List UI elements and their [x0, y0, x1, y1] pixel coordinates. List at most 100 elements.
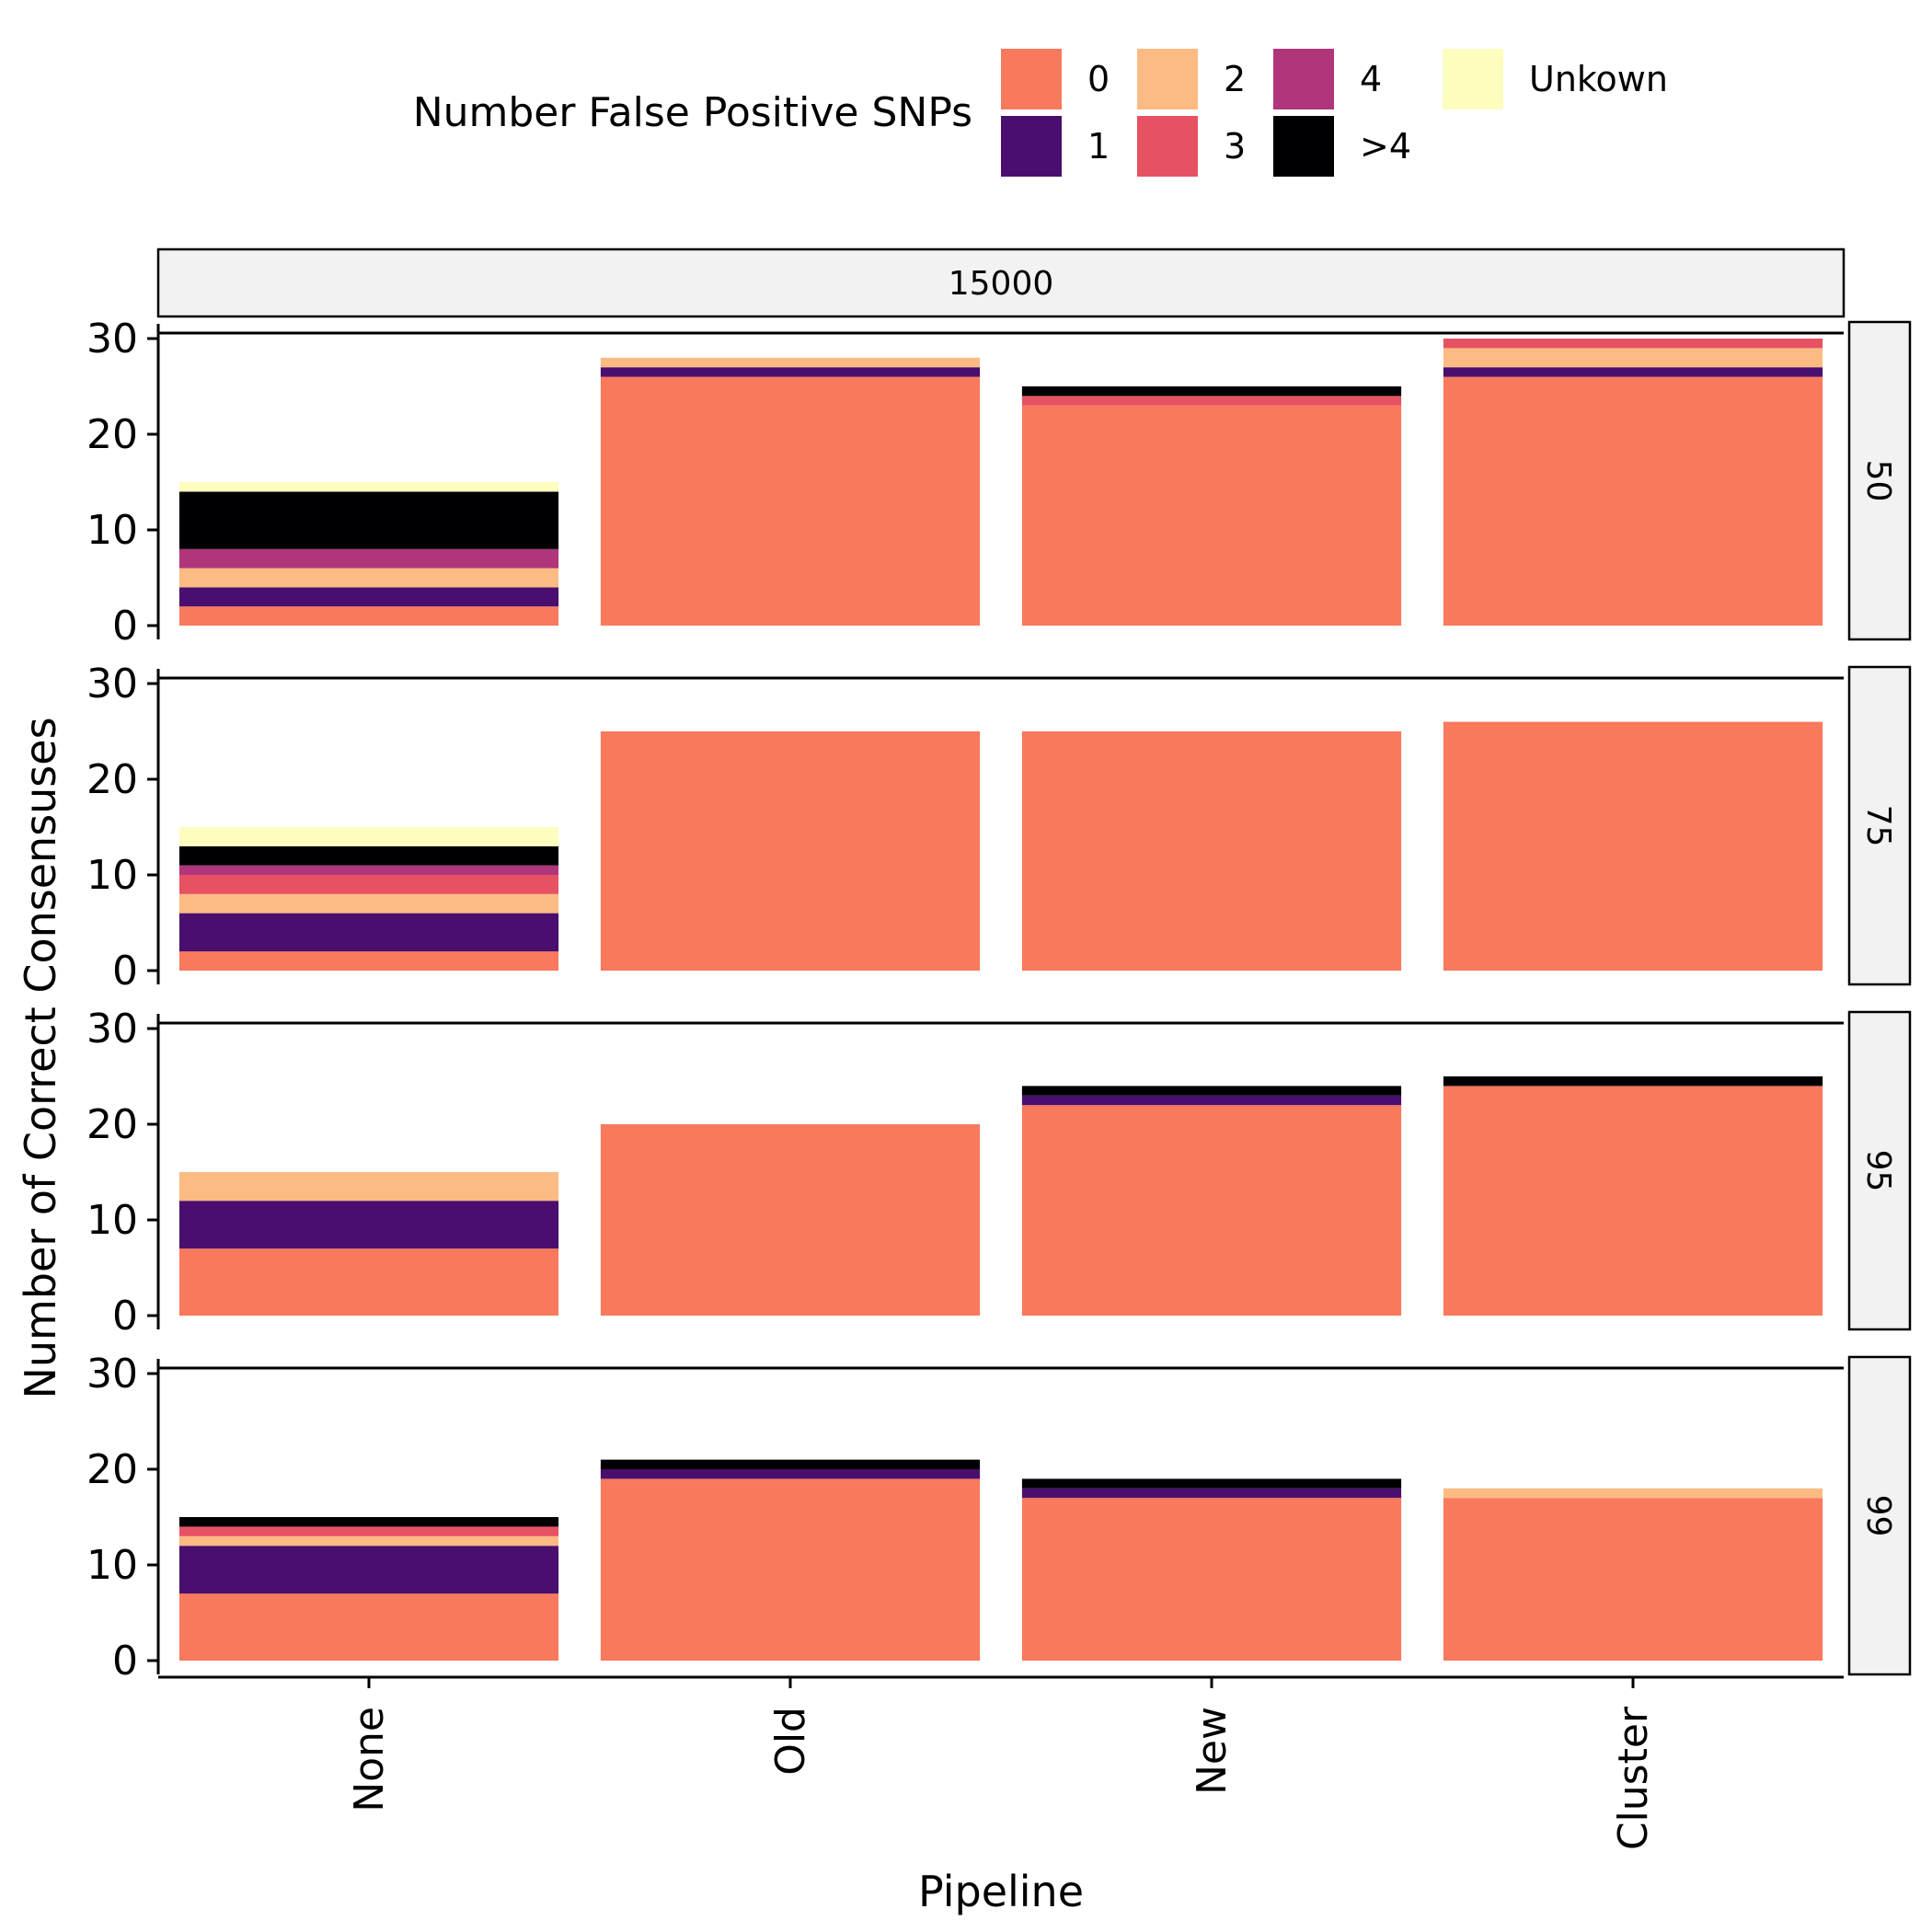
legend-entry-4: 4	[1273, 49, 1382, 109]
bar-segment-old->4	[600, 1459, 981, 1469]
legend-swatch	[1137, 49, 1198, 109]
bar-segment-none-2	[178, 1535, 559, 1547]
legend-label: 3	[1224, 126, 1246, 167]
bar-segment-none-0	[178, 951, 559, 971]
row-facet-label: 99	[1859, 1495, 1897, 1537]
legend-swatch	[1273, 49, 1334, 109]
bar-segment-none-3	[178, 1526, 559, 1536]
legend: Number False Positive SNPs 0 1 2 3 4 >4 Unkown	[413, 49, 1668, 177]
row-facet-strip	[1847, 320, 1912, 641]
row-facet-label: 75	[1859, 805, 1897, 847]
x-tick-label-new: New	[1189, 1707, 1236, 1795]
bar-segment-new-1	[1021, 1488, 1402, 1499]
bar-segment-none-2	[178, 893, 559, 914]
x-axis-title: Pipeline	[918, 1867, 1084, 1916]
bar-segment-old-1	[600, 367, 981, 377]
x-axis: None Old New Cluster	[158, 1675, 1844, 1850]
y-tick-label: 20	[86, 756, 138, 803]
y-axis-title: Number of Correct Consensuses	[16, 717, 65, 1398]
bar-segment-none->4	[178, 491, 559, 549]
bar-segment-none->4	[178, 1517, 559, 1527]
legend-label: >4	[1360, 126, 1411, 167]
bar-segment-cluster-3	[1443, 339, 1823, 349]
bar-segment-new-3	[1021, 396, 1402, 406]
row-facet-strip	[1847, 665, 1912, 986]
bar-segment-cluster-0	[1443, 721, 1823, 971]
legend-swatch	[1137, 116, 1198, 177]
legend-entry->4: >4	[1273, 116, 1411, 177]
legend-label: 0	[1087, 59, 1110, 99]
column-facet-strip-box	[156, 247, 1846, 318]
y-tick-label: 10	[86, 1542, 138, 1589]
panel-bars	[178, 1076, 1823, 1316]
bar-segment-none-3	[178, 875, 559, 894]
bar-segment-none-0	[178, 606, 559, 626]
legend-title: Number False Positive SNPs	[413, 89, 972, 136]
bar-segment-new-1	[1021, 1095, 1402, 1106]
legend-entry-2: 2	[1137, 49, 1246, 109]
y-tick-label: 0	[112, 1293, 138, 1340]
bar-segment-cluster-2	[1443, 348, 1823, 368]
panel-bars	[178, 721, 1823, 971]
y-tick-label: 10	[86, 852, 138, 899]
bar-segment-none-1	[178, 913, 559, 952]
bar-segment-new->4	[1021, 1086, 1402, 1096]
row-facet-strip	[1847, 1355, 1912, 1676]
bar-segment-none-Unkown	[178, 827, 559, 846]
bar-segment-none-1	[178, 587, 559, 607]
bar-segment-none-2	[178, 568, 559, 588]
legend-swatch	[1001, 116, 1062, 177]
y-tick-label: 20	[86, 1101, 138, 1148]
bar-segment-old-1	[600, 1469, 981, 1479]
panel-95: 0 10 20 30 95	[86, 1006, 1912, 1340]
y-tick-label: 20	[86, 411, 138, 458]
y-tick-label: 30	[86, 1351, 138, 1397]
y-tick-label: 0	[112, 603, 138, 650]
legend-entry-0: 0	[1001, 49, 1110, 109]
bar-segment-none-Unkown	[178, 482, 559, 492]
legend-label: 2	[1224, 59, 1246, 99]
column-facet-label: 15000	[949, 265, 1054, 303]
bar-segment-cluster-2	[1443, 1488, 1823, 1499]
bar-segment-new-0	[1021, 1105, 1402, 1316]
legend-swatch	[1273, 116, 1334, 177]
y-tick-label: 10	[86, 507, 138, 554]
y-tick-label: 30	[86, 316, 138, 362]
bar-segment-new-0	[1021, 1498, 1402, 1661]
bar-segment-new->4	[1021, 1478, 1402, 1489]
y-tick-label: 10	[86, 1197, 138, 1244]
bar-segment-cluster-0	[1443, 1498, 1823, 1661]
legend-entry-Unkown: Unkown	[1443, 49, 1668, 109]
legend-entry-1: 1	[1001, 116, 1110, 177]
row-facet-strip	[1847, 1010, 1912, 1331]
column-facet-strip: 15000	[156, 247, 1846, 318]
legend-label: 1	[1087, 126, 1110, 167]
bar-segment-new-0	[1021, 405, 1402, 626]
bar-segment-none-1	[178, 1546, 559, 1594]
y-tick-label: 0	[112, 948, 138, 995]
legend-label: Unkown	[1529, 59, 1668, 99]
bar-segment-cluster-1	[1443, 367, 1823, 377]
bar-segment-old-0	[600, 376, 981, 626]
bar-segment-none-1	[178, 1201, 559, 1249]
y-tick-label: 30	[86, 661, 138, 707]
legend-swatch	[1001, 49, 1062, 109]
bar-segment-cluster->4	[1443, 1076, 1823, 1087]
bar-segment-new->4	[1021, 386, 1402, 397]
y-tick-label: 20	[86, 1446, 138, 1493]
x-tick-label-cluster: Cluster	[1610, 1706, 1657, 1850]
row-facet-label: 50	[1859, 460, 1897, 502]
panel-bars	[178, 1459, 1823, 1661]
panel-99: 0 10 20 30 99	[86, 1351, 1912, 1685]
y-tick-label: 30	[86, 1006, 138, 1052]
legend-entry-3: 3	[1137, 116, 1246, 177]
bar-segment-none-0	[178, 1248, 559, 1316]
panel-75: 0 10 20 30 75	[86, 661, 1912, 995]
bar-segment-old-0	[600, 731, 981, 971]
bar-segment-new-0	[1021, 731, 1402, 971]
x-tick-label-none: None	[346, 1707, 393, 1812]
row-facet-label: 95	[1859, 1150, 1897, 1192]
bar-segment-none-4	[178, 865, 559, 875]
x-tick-label-old: Old	[767, 1707, 814, 1776]
